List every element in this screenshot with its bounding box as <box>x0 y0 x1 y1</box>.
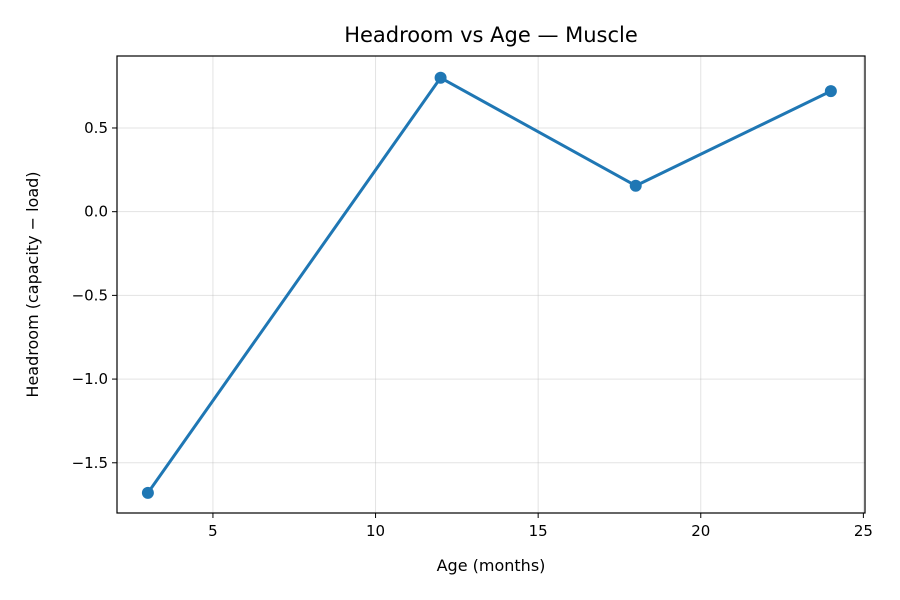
x-tick-label: 5 <box>208 522 218 540</box>
y-tick-label: −1.5 <box>72 454 108 472</box>
y-tick-label: −1.0 <box>72 370 108 388</box>
plot-background <box>117 56 865 513</box>
tick-layer: 5 10 15 20 25 −1.5 −1.0 −0.5 0.0 0.5 <box>72 119 873 540</box>
data-point <box>824 85 837 98</box>
x-tick-label: 10 <box>366 522 385 540</box>
plot-area: 5 10 15 20 25 −1.5 −1.0 −0.5 0.0 0.5 <box>72 55 873 540</box>
x-axis-label: Age (months) <box>437 556 546 575</box>
y-tick-label: 0.5 <box>84 119 108 137</box>
data-point <box>141 486 154 499</box>
chart-title: Headroom vs Age — Muscle <box>344 23 638 47</box>
y-axis-label: Headroom (capacity − load) <box>23 171 42 397</box>
series-line <box>146 76 833 495</box>
series-layer <box>141 71 837 499</box>
x-tick-label: 25 <box>854 522 873 540</box>
y-tick-label: 0.0 <box>84 203 108 221</box>
plot-frame <box>116 55 866 514</box>
data-point <box>629 179 642 192</box>
x-tick-label: 15 <box>529 522 548 540</box>
x-tick-label: 20 <box>691 522 710 540</box>
y-tick-label: −0.5 <box>72 286 108 304</box>
data-point <box>434 71 447 84</box>
